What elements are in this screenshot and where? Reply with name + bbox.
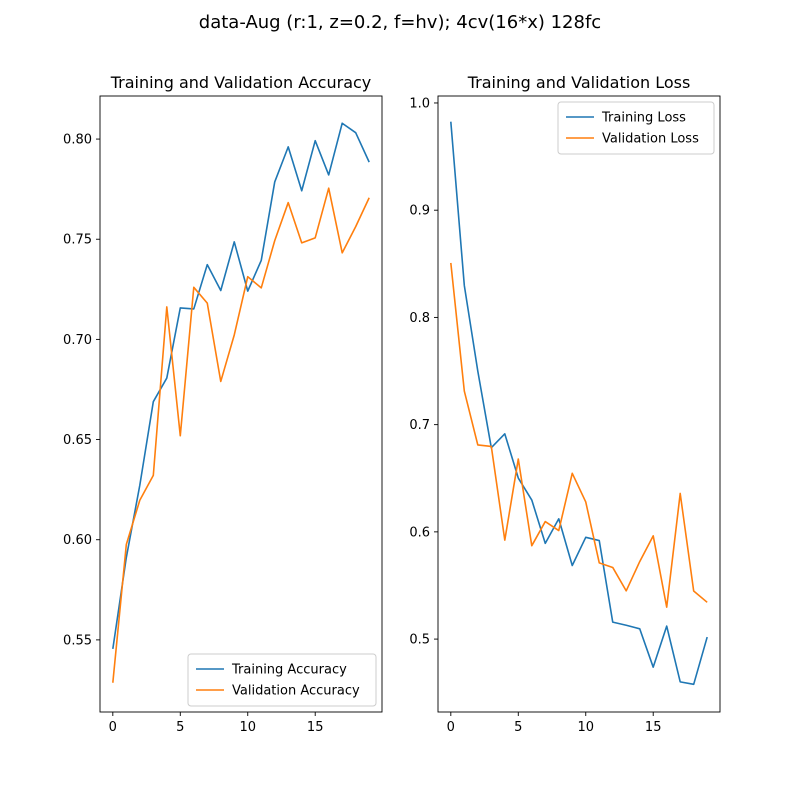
- chart-panel-1: Training and Validation Accuracy 0 5 10 15 0.…: [63, 73, 383, 735]
- legend-label: Validation Accuracy: [232, 684, 360, 699]
- y-tick-label: 0.6: [409, 525, 430, 540]
- x-tick-label: 15: [307, 720, 324, 735]
- y-tick-label: 0.80: [63, 133, 92, 148]
- legend-label: Training Loss: [601, 111, 686, 126]
- chart-title: Training and Validation Loss: [467, 73, 691, 92]
- legend: Training Loss Validation Loss: [557, 101, 715, 155]
- y-tick-label: 0.5: [409, 633, 430, 648]
- figure-suptitle: data-Aug (r:1, z=0.2, f=hv); 4cv(16*x) 1…: [198, 12, 602, 33]
- x-tick-label: 10: [577, 720, 594, 735]
- legend: Training Accuracy Validation Accuracy: [187, 653, 377, 707]
- x-tick-label: 5: [514, 720, 522, 735]
- series-line-validation-accuracy: [112, 187, 370, 683]
- axes-frame: [437, 95, 721, 713]
- y-tick-label: 0.8: [409, 311, 430, 326]
- legend-box: [187, 653, 377, 707]
- y-tick-label: 0.60: [63, 533, 92, 548]
- y-tick-label: 0.65: [63, 433, 92, 448]
- y-tick-label: 1.0: [409, 96, 430, 111]
- series-line-training-loss: [450, 121, 708, 686]
- legend-label: Training Accuracy: [231, 663, 347, 678]
- legend-box: [557, 101, 715, 155]
- y-tick-label: 0.9: [409, 204, 430, 219]
- chart-panel-2: Training and Validation Loss 0 5 10 15 0.5 0.6…: [409, 73, 721, 735]
- y-tick-label: 0.55: [63, 633, 92, 648]
- series-line-validation-loss: [450, 262, 708, 608]
- legend-label: Validation Loss: [602, 132, 699, 147]
- series-line-training-accuracy: [112, 122, 370, 650]
- x-tick-label: 10: [239, 720, 256, 735]
- axes-frame: [99, 95, 383, 713]
- x-tick-label: 0: [109, 720, 117, 735]
- x-tick-label: 5: [176, 720, 184, 735]
- x-tick-label: 15: [645, 720, 662, 735]
- y-tick-label: 0.7: [409, 418, 430, 433]
- y-tick-label: 0.70: [63, 333, 92, 348]
- x-tick-label: 0: [447, 720, 455, 735]
- chart-title: Training and Validation Accuracy: [110, 73, 372, 92]
- y-tick-label: 0.75: [63, 233, 92, 248]
